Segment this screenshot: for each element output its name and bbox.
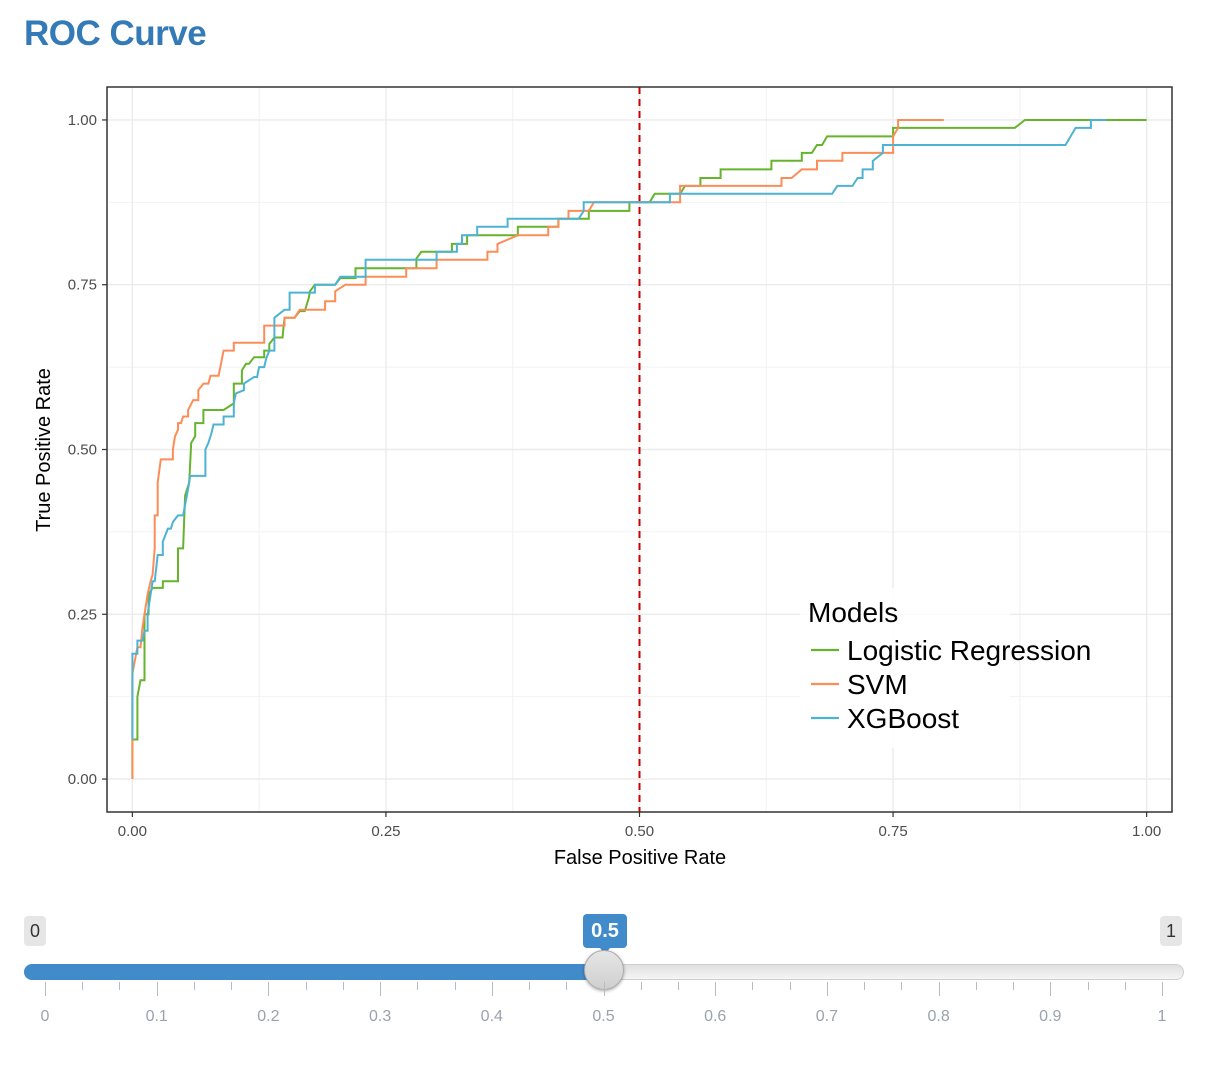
y-tick-label: 0.00 [68, 771, 97, 788]
slider-minor-tick [789, 982, 791, 990]
slider-min-label: 0 [24, 916, 47, 946]
legend-label: SVM [847, 669, 908, 700]
slider-grid-label: 0.2 [257, 1008, 280, 1025]
slider-grid-label: 0.4 [480, 1008, 503, 1025]
slider-minor-tick [305, 982, 307, 990]
slider-minor-tick [864, 982, 866, 990]
y-tick-label: 0.25 [68, 606, 97, 623]
x-tick-label: 0.25 [371, 823, 400, 840]
slider-minor-tick [1087, 982, 1089, 990]
x-axis-title: False Positive Rate [554, 847, 726, 869]
slider-minor-tick [677, 982, 679, 990]
slider-major-tick [1162, 982, 1163, 996]
slider-major-tick [1050, 982, 1052, 996]
slider-minor-tick [1013, 982, 1015, 990]
legend-background [800, 588, 1010, 748]
slider-grid: 0 0.1 0.2 0.3 0.4 0.5 0.6 0.7 0.8 0.9 1 [0, 978, 1210, 1038]
slider-major-tick [603, 982, 605, 996]
slider-major-tick [715, 982, 717, 996]
slider-major-tick [491, 982, 493, 996]
slider-minor-tick [417, 982, 419, 990]
series-group [131, 119, 1147, 779]
legend-label: XGBoost [847, 703, 959, 734]
slider-major-tick [938, 982, 940, 996]
slider-minor-tick [640, 982, 642, 990]
slider-grid-label: 1 [1157, 1008, 1167, 1025]
slider-value-label: 0.5 [583, 914, 627, 954]
roc-chart: 0.00 0.25 0.50 0.75 1.00 0.00 0.25 0.50 0.75 1.00… [33, 86, 1173, 869]
slider-major-tick [380, 982, 382, 996]
slider-filled-bar [24, 964, 604, 980]
x-tick-label: 0.75 [878, 823, 907, 840]
slider-minor-tick [454, 982, 456, 990]
slider-minor-tick [566, 982, 568, 990]
slider-minor-tick [901, 982, 903, 990]
slider-major-tick [268, 982, 270, 996]
slider-grid-label: 0.7 [815, 1008, 839, 1025]
legend-label: Logistic Regression [847, 635, 1091, 666]
slider-minor-tick [975, 982, 977, 990]
series-line-xgboost [131, 119, 1107, 740]
slider-minor-tick [119, 982, 121, 990]
y-tick-label: 1.00 [68, 112, 97, 129]
page-title: ROC Curve [24, 14, 207, 53]
x-tick-label: 1.00 [1132, 823, 1161, 840]
slider-grid-label: 0.5 [592, 1008, 615, 1025]
slider-minor-tick [193, 982, 195, 990]
slider-minor-tick [231, 982, 233, 990]
slider-major-tick [156, 982, 158, 996]
legend-title: Models [808, 597, 898, 628]
slider-grid-label: 0.3 [368, 1008, 392, 1025]
slider-minor-tick [82, 982, 84, 990]
slider-max-label: 1 [1160, 916, 1183, 946]
slider-minor-tick [1124, 982, 1126, 990]
slider-grid-label: 0.8 [927, 1008, 950, 1025]
slider-grid-label: 0 [40, 1008, 50, 1025]
x-tick-label: 0.50 [625, 823, 654, 840]
slider-grid-label: 0.1 [145, 1008, 168, 1025]
y-tick-label: 0.75 [68, 277, 97, 294]
slider-grid-label: 0.6 [704, 1008, 727, 1025]
x-tick-label: 0.00 [118, 823, 147, 840]
slider-minor-tick [529, 982, 531, 990]
slider-grid-label: 0.9 [1039, 1008, 1062, 1025]
y-axis-title: True Positive Rate [33, 368, 55, 532]
slider-major-tick [826, 982, 828, 996]
threshold-slider[interactable]: 0 1 0.5 0 0.1 0.2 0.3 0.4 0.5 0.6 0.7 0.8 0.9 1 [0, 900, 1210, 1040]
slider-minor-tick [752, 982, 754, 990]
chart-axes: 0.00 0.25 0.50 0.75 1.00 0.00 0.25 0.50 0.75 1.00 [68, 86, 1173, 840]
slider-major-tick [45, 982, 46, 996]
slider-minor-tick [342, 982, 344, 990]
series-line-logistic-regression [131, 119, 1147, 779]
series-line-svm [131, 119, 944, 779]
y-tick-label: 0.50 [68, 442, 97, 459]
